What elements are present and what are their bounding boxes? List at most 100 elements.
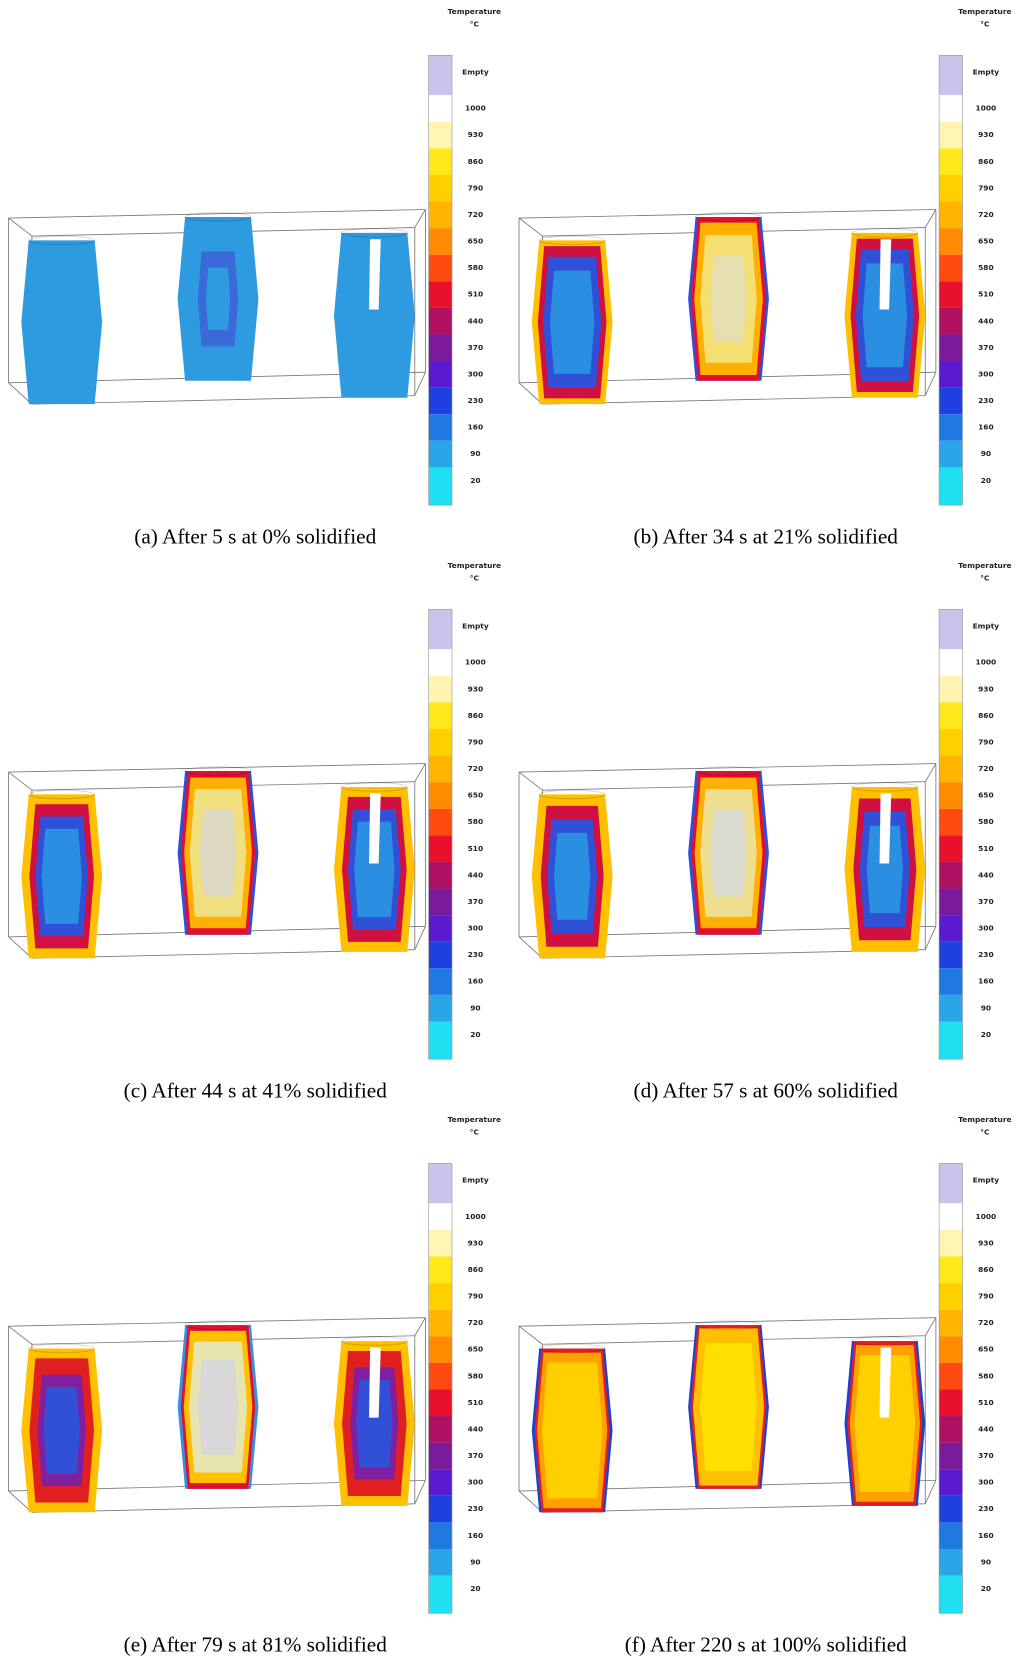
legend-swatch bbox=[939, 95, 963, 122]
legend-label: 440 bbox=[978, 870, 994, 879]
legend-swatch bbox=[428, 702, 453, 730]
legend-swatch bbox=[939, 1229, 963, 1257]
legend-frame bbox=[428, 1163, 453, 1614]
legend-swatch bbox=[939, 414, 963, 441]
legend-label: 720 bbox=[978, 764, 994, 773]
legend-label: 440 bbox=[978, 1424, 994, 1433]
legend-swatch bbox=[939, 968, 963, 995]
legend-label: 20 bbox=[470, 1584, 480, 1593]
legend-label: 370 bbox=[978, 1451, 994, 1460]
legend-swatch bbox=[939, 228, 963, 255]
wireframe bbox=[924, 209, 937, 228]
caption: (d) After 57 s at 60% solidified bbox=[634, 1079, 899, 1103]
casting-top bbox=[851, 1336, 919, 1346]
legend-swatch bbox=[428, 1309, 453, 1337]
legend-swatch bbox=[939, 755, 963, 783]
legend-swatch bbox=[428, 675, 453, 703]
legend-label: Empty bbox=[462, 622, 489, 631]
legend-swatch bbox=[939, 808, 963, 836]
legend-label: 90 bbox=[981, 1557, 991, 1566]
legend-swatch bbox=[939, 915, 963, 942]
legend-swatch bbox=[939, 361, 963, 388]
legend-swatch bbox=[428, 968, 453, 995]
legend-swatch bbox=[939, 1575, 963, 1614]
legend-swatch bbox=[939, 1021, 963, 1060]
legend-swatch bbox=[428, 808, 453, 836]
legend-label: 860 bbox=[468, 157, 484, 166]
casting-top bbox=[340, 228, 408, 238]
legend-swatch bbox=[428, 1469, 453, 1496]
legend-label: 930 bbox=[468, 130, 484, 139]
caption: (f) After 220 s at 100% solidified bbox=[625, 1633, 907, 1657]
legend-unit: °C bbox=[980, 20, 989, 29]
wireframe bbox=[518, 209, 936, 219]
legend-swatch bbox=[428, 994, 453, 1022]
legend-swatch bbox=[428, 440, 453, 468]
legend-unit: °C bbox=[470, 1128, 479, 1137]
legend-label: 20 bbox=[981, 1584, 991, 1593]
legend-label: 160 bbox=[468, 423, 484, 432]
legend-swatch bbox=[428, 1203, 453, 1230]
casting-top bbox=[340, 782, 408, 792]
legend-swatch bbox=[428, 729, 453, 756]
legend-swatch bbox=[939, 994, 963, 1022]
legend-swatch bbox=[939, 1309, 963, 1337]
wireframe bbox=[414, 1317, 426, 1336]
legend-swatch bbox=[428, 1283, 453, 1310]
legend-swatch bbox=[939, 1469, 963, 1496]
legend-unit: °C bbox=[470, 574, 479, 583]
legend-unit: °C bbox=[980, 1128, 989, 1137]
legend-label: 230 bbox=[978, 950, 994, 959]
legend-label: 1000 bbox=[976, 1212, 997, 1221]
legend-label: 20 bbox=[981, 1030, 991, 1039]
legend-label: 20 bbox=[470, 1030, 480, 1039]
legend-title: Temperature bbox=[448, 7, 502, 16]
legend-label: 230 bbox=[978, 396, 994, 405]
legend-swatch bbox=[939, 467, 963, 506]
legend-label: 90 bbox=[981, 1003, 991, 1012]
legend-swatch bbox=[428, 1575, 453, 1614]
casting-layer bbox=[354, 821, 395, 918]
casting-top bbox=[538, 789, 606, 800]
legend-label: 930 bbox=[468, 1238, 484, 1247]
legend-label: 930 bbox=[468, 684, 484, 693]
legend-label: 20 bbox=[470, 476, 480, 485]
legend-swatch bbox=[428, 782, 453, 809]
legend-swatch bbox=[939, 1442, 963, 1470]
legend-swatch bbox=[939, 1256, 963, 1284]
legend-label: 650 bbox=[468, 237, 484, 246]
legend-swatch bbox=[939, 440, 963, 468]
legend-label: 650 bbox=[978, 237, 994, 246]
casting-top bbox=[695, 212, 763, 222]
legend-label: 90 bbox=[470, 1003, 480, 1012]
wireframe bbox=[414, 926, 426, 950]
legend-title: Temperature bbox=[448, 561, 502, 570]
legend-label: 370 bbox=[468, 897, 484, 906]
legend-label: 300 bbox=[978, 924, 994, 933]
legend-swatch bbox=[428, 1495, 453, 1523]
casting-layer bbox=[333, 232, 415, 398]
legend-swatch bbox=[428, 387, 453, 415]
legend-label: 370 bbox=[468, 1451, 484, 1460]
legend-label: 300 bbox=[468, 369, 484, 378]
casting-layer bbox=[356, 1379, 393, 1468]
legend-swatch bbox=[428, 1163, 453, 1204]
wireframe bbox=[924, 1317, 937, 1336]
legend-swatch bbox=[428, 281, 453, 308]
legend-label: 790 bbox=[978, 1292, 994, 1301]
wireframe bbox=[414, 209, 426, 228]
casting-layer bbox=[43, 1386, 80, 1474]
legend-swatch bbox=[939, 1336, 963, 1363]
legend-swatch bbox=[428, 835, 453, 862]
legend-swatch bbox=[428, 1256, 453, 1284]
casting-layer bbox=[21, 240, 103, 405]
legend-swatch bbox=[428, 1416, 453, 1443]
casting-layer bbox=[866, 825, 904, 914]
legend-label: 370 bbox=[468, 343, 484, 352]
legend-label: 300 bbox=[978, 369, 994, 378]
legend-label: 790 bbox=[468, 1292, 484, 1301]
legend-label: 720 bbox=[468, 210, 484, 219]
legend-swatch bbox=[939, 1522, 963, 1549]
legend-label: 510 bbox=[978, 844, 994, 853]
legend-label: 650 bbox=[978, 1345, 994, 1354]
